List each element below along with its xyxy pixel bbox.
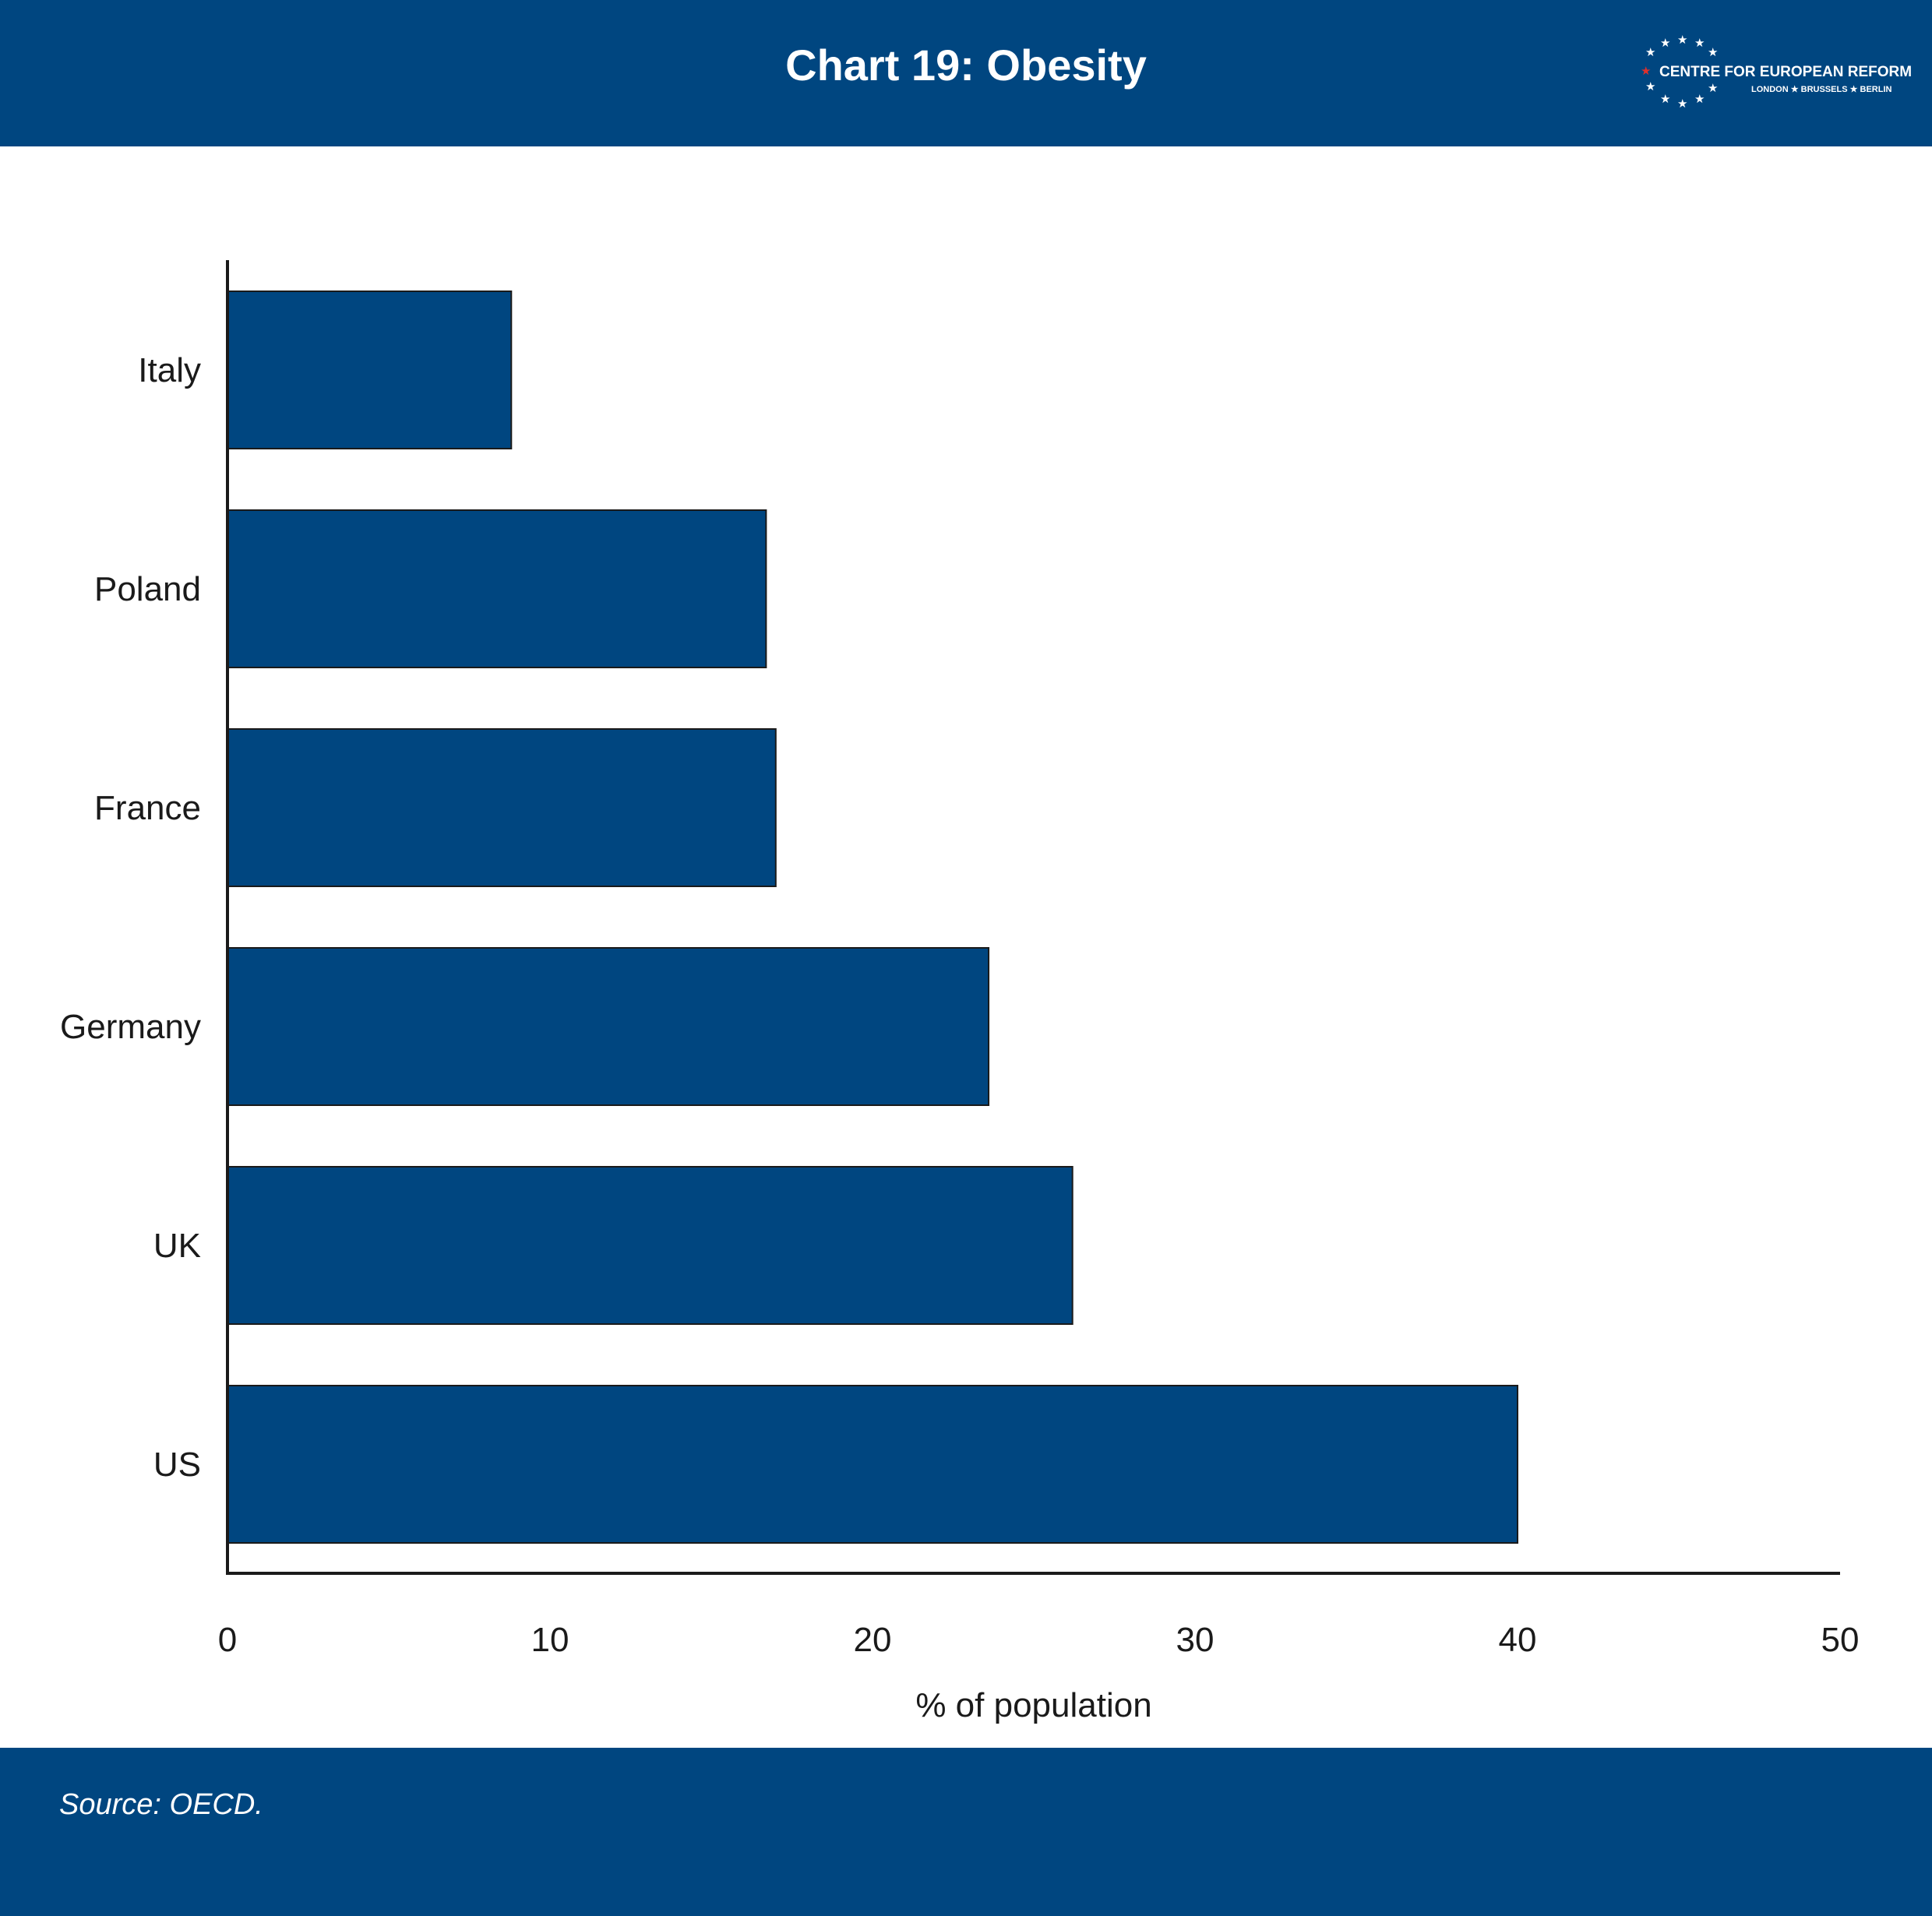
x-tick-label: 0 — [218, 1621, 237, 1659]
category-label-uk: UK — [153, 1227, 201, 1265]
source-note: Source: OECD. — [59, 1788, 263, 1821]
category-label-france: France — [94, 789, 201, 827]
bar-italy — [227, 291, 513, 449]
star-icon: ★ — [1694, 93, 1705, 106]
star-icon: ★ — [1708, 82, 1719, 95]
star-icon: ★ — [1677, 97, 1688, 111]
footer-bar: Source: OECD. — [0, 1748, 1932, 1916]
bar-uk — [227, 1166, 1074, 1325]
x-axis-label: % of population — [915, 1686, 1151, 1724]
x-tick-label: 40 — [1499, 1621, 1537, 1659]
star-icon: ★ — [1694, 37, 1705, 50]
category-label-italy: Italy — [138, 351, 201, 389]
logo-cities: LONDON ★ BRUSSELS ★ BERLIN — [1751, 85, 1892, 94]
chart-title: Chart 19: Obesity — [785, 41, 1147, 90]
star-icon: ★ — [1660, 93, 1671, 106]
x-tick-label: 10 — [531, 1621, 569, 1659]
x-tick-label: 20 — [854, 1621, 892, 1659]
star-icon: ★ — [1677, 33, 1688, 47]
category-label-germany: Germany — [60, 1008, 201, 1046]
bar-poland — [227, 509, 767, 668]
star-icon: ★ — [1708, 46, 1719, 59]
star-icon: ★ — [1645, 80, 1656, 93]
bar-germany — [227, 947, 990, 1106]
star-icon: ★ — [1641, 65, 1652, 78]
x-tick-label: 30 — [1176, 1621, 1215, 1659]
bar-us — [227, 1385, 1518, 1544]
logo-name: CENTRE FOR EUROPEAN REFORM — [1659, 64, 1913, 80]
category-labels: Italy Poland France Germany UK US — [60, 351, 201, 1484]
category-label-us: US — [153, 1446, 201, 1484]
bars-group — [227, 291, 1518, 1544]
cer-logo: ★ ★ ★ ★ ★ ★ ★ ★ ★ ★ ★ CENTRE FOR EUROPEA… — [1636, 31, 1912, 117]
star-icon: ★ — [1645, 46, 1656, 59]
bar-france — [227, 728, 777, 887]
category-label-poland: Poland — [94, 570, 201, 608]
x-tick-label: 50 — [1821, 1621, 1860, 1659]
star-icon: ★ — [1660, 37, 1671, 50]
bar-chart: Italy Poland France Germany UK US 0 10 20 30 40 50… — [60, 260, 1860, 1724]
header-bar: Chart 19: Obesity ★ ★ ★ ★ ★ ★ ★ ★ ★ ★ ★ … — [0, 0, 1932, 146]
x-tick-labels: 0 10 20 30 40 50 — [218, 1621, 1860, 1659]
